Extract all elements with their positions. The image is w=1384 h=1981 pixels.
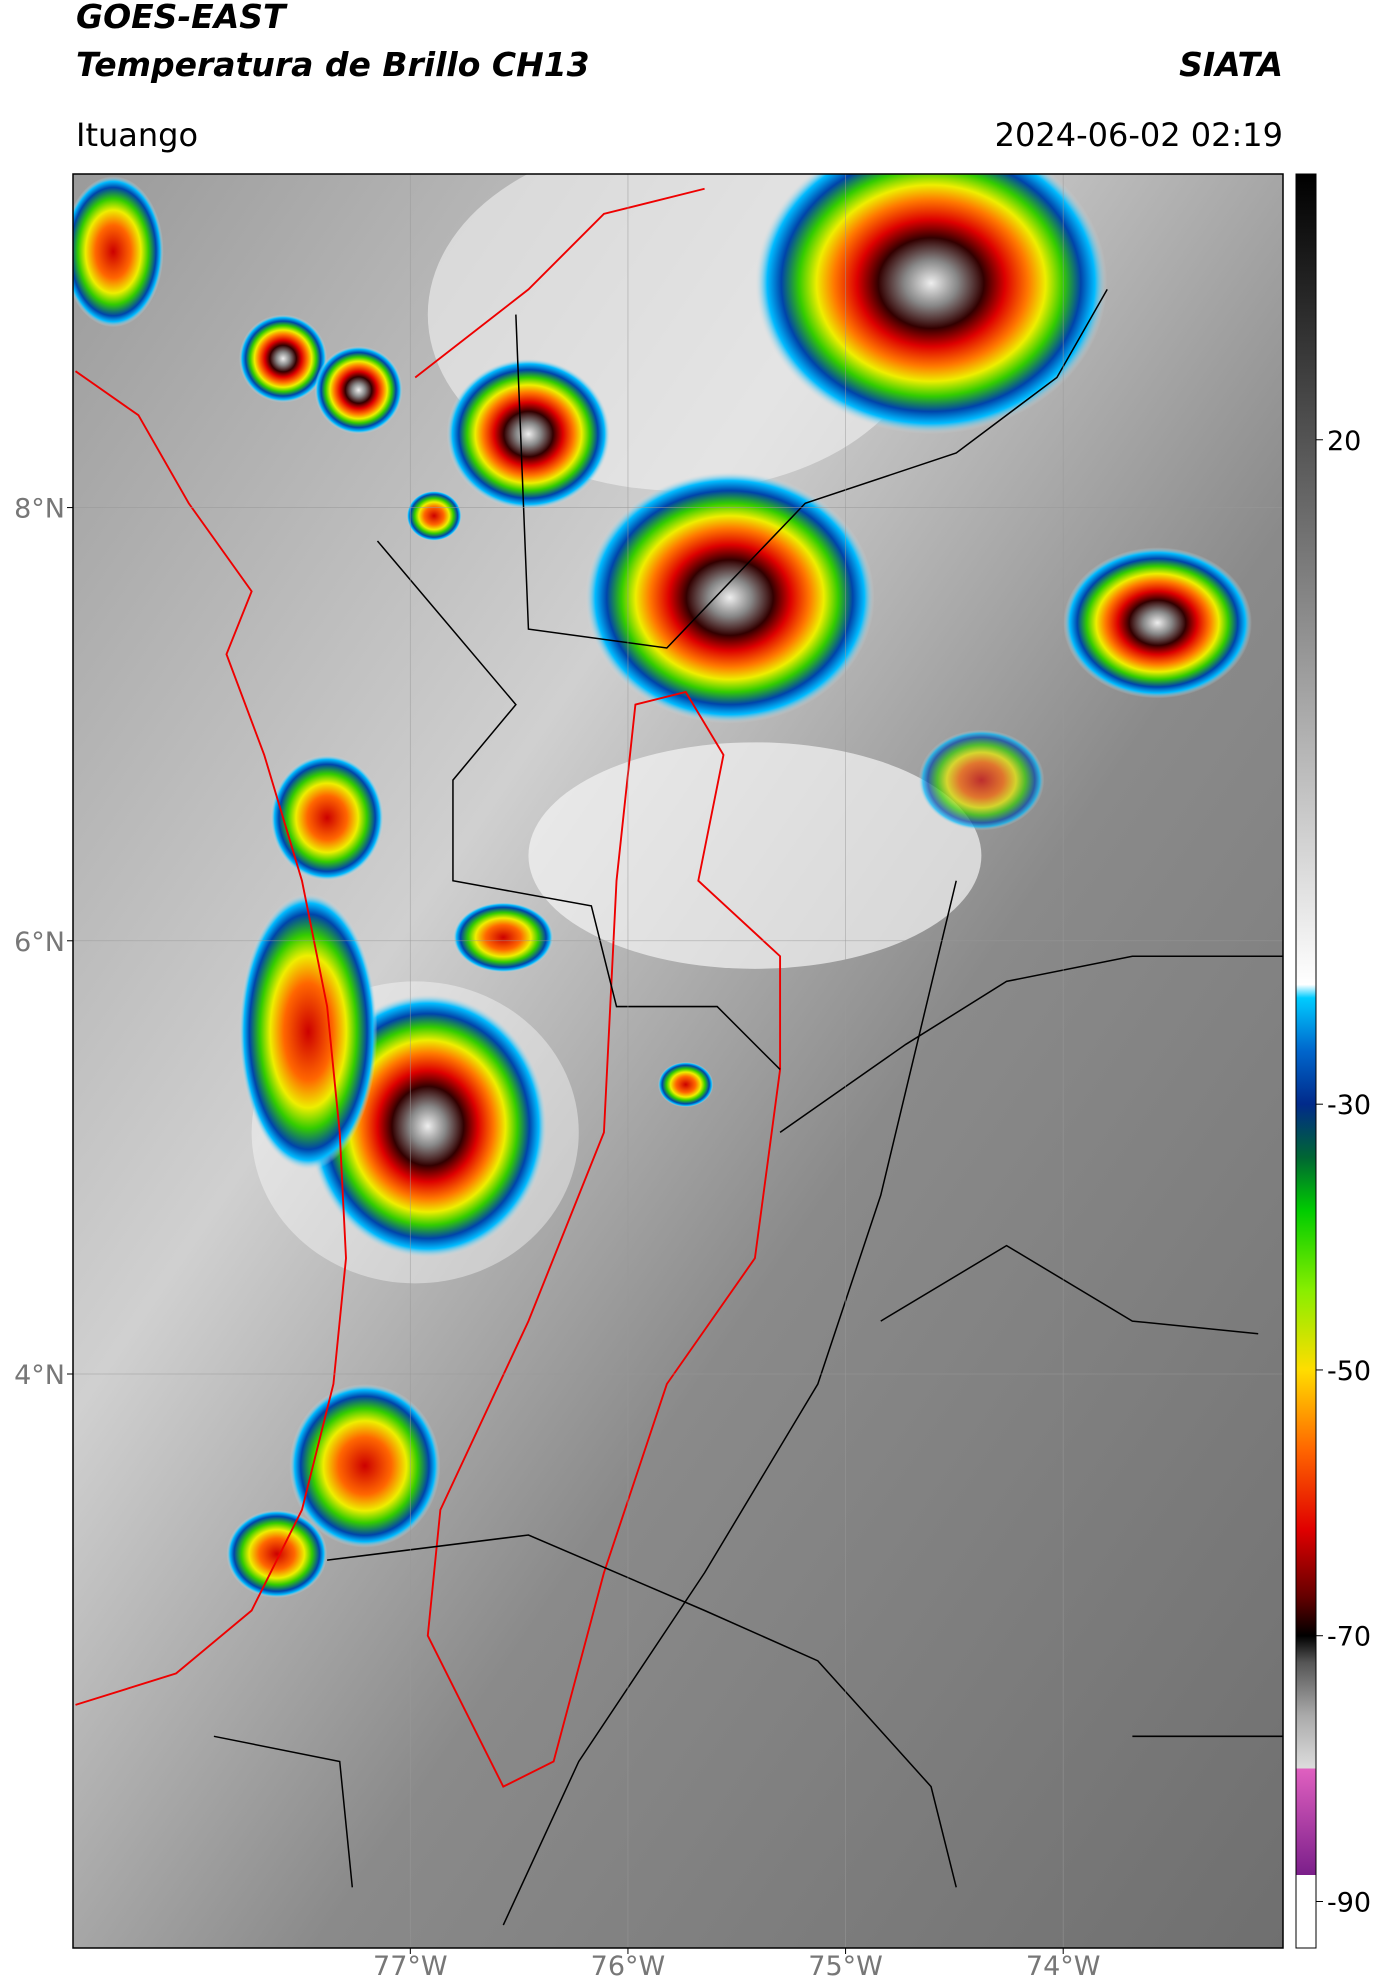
subtitle: Temperatura de Brillo CH13: [76, 45, 590, 84]
x-tick-label: 75°W: [808, 1951, 883, 1981]
x-tick-label: 74°W: [1026, 1951, 1101, 1981]
datetime: 2024-06-02 02:19: [995, 116, 1283, 154]
y-tick-label: 8°N: [14, 494, 65, 525]
colorbar-tick-label: -30: [1327, 1090, 1371, 1121]
x-tick-label: 77°W: [373, 1951, 448, 1981]
y-tick-label: 4°N: [14, 1360, 65, 1391]
colorbar-tick-label: 20: [1327, 426, 1361, 457]
source: SIATA: [1179, 45, 1283, 84]
colorbar-tick-label: -90: [1327, 1887, 1371, 1918]
satellite-image: [73, 174, 1283, 1948]
colorbar-tick-label: -50: [1327, 1356, 1371, 1387]
y-tick-label: 6°N: [14, 927, 65, 958]
colorbar: [1295, 173, 1317, 1949]
x-tick-label: 76°W: [591, 1951, 666, 1981]
map-frame: [72, 173, 1284, 1949]
title: GOES-EAST: [76, 0, 288, 36]
colorbar-tick-label: -70: [1327, 1622, 1371, 1653]
location: Ituango: [76, 116, 198, 154]
